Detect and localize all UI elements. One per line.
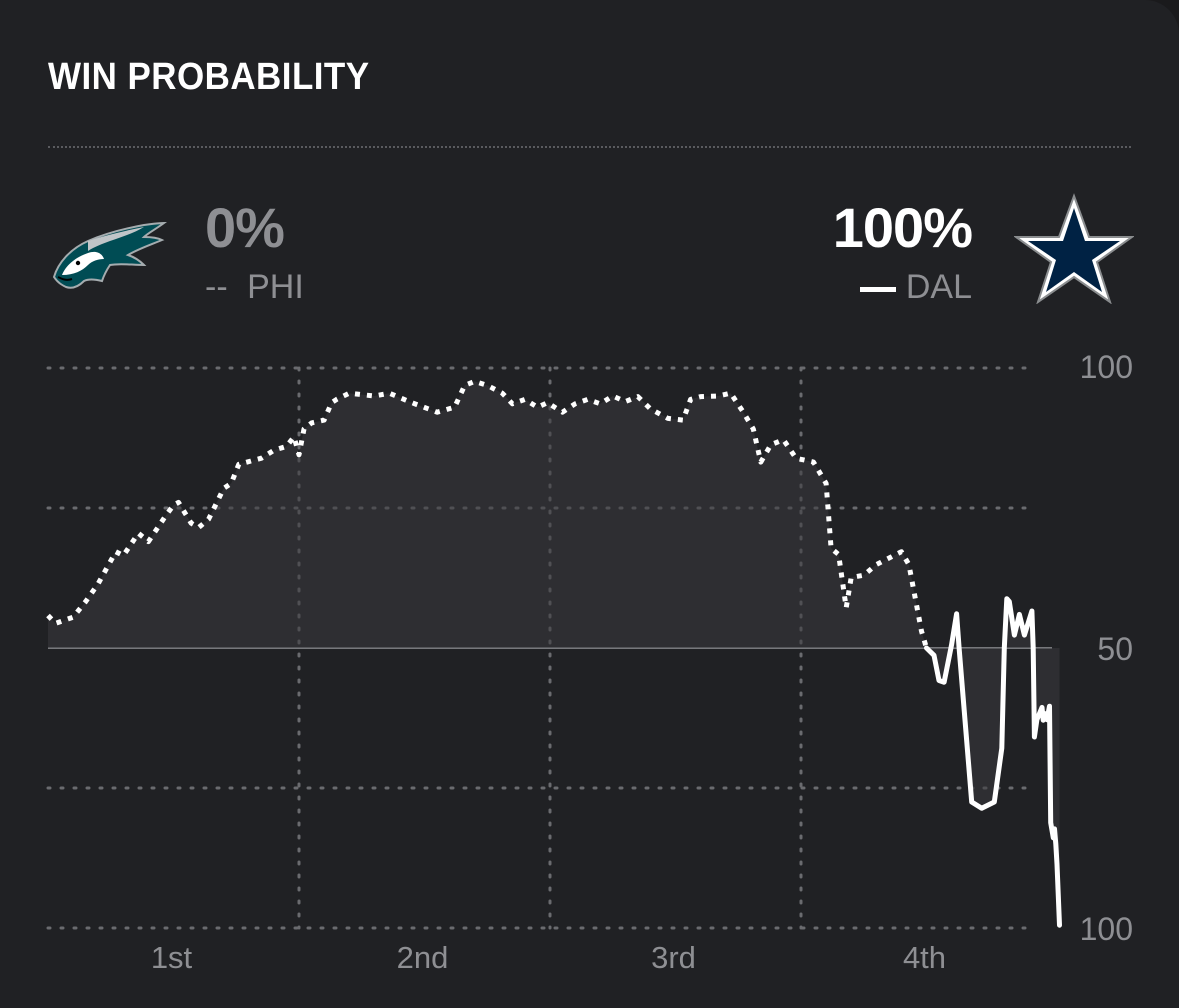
y-tick-label-2: 100 [1080, 911, 1133, 947]
home-team-key: DAL [859, 268, 972, 306]
away-team-block[interactable]: 0% -- PHI [48, 190, 338, 310]
y-tick-label-1: 50 [1097, 631, 1133, 667]
title-divider [48, 146, 1131, 148]
away-team-abbr: PHI [247, 268, 304, 306]
away-win-pct: 0% [205, 196, 285, 259]
x-tick-label-3rd: 3rd [651, 940, 696, 975]
home-team-block[interactable]: 100% DAL [830, 190, 1140, 310]
x-tick-label-1st: 1st [151, 940, 193, 975]
y-tick-label-0: 100 [1080, 349, 1133, 385]
x-tick-label-4th: 4th [903, 940, 946, 975]
x-tick-label-2nd: 2nd [397, 940, 449, 975]
chart-series [46, 378, 1062, 928]
series-line-phi [46, 378, 929, 649]
away-team-key: -- PHI [205, 270, 304, 304]
eagle-logo-icon [52, 221, 168, 289]
win-prob-area [48, 381, 1060, 926]
card-title: WIN PROBABILITY [48, 56, 370, 98]
dal-line-key [859, 286, 896, 292]
home-win-pct: 100% [832, 196, 973, 259]
chart-labels: 100 50 100 1st 2nd 3rd 4th [151, 349, 1133, 975]
phi-line-key: -- [205, 268, 228, 306]
chart-area [48, 381, 1060, 926]
home-team-abbr: DAL [905, 268, 972, 306]
star-logo-icon [1014, 193, 1134, 304]
series-line-dal [924, 596, 1062, 928]
